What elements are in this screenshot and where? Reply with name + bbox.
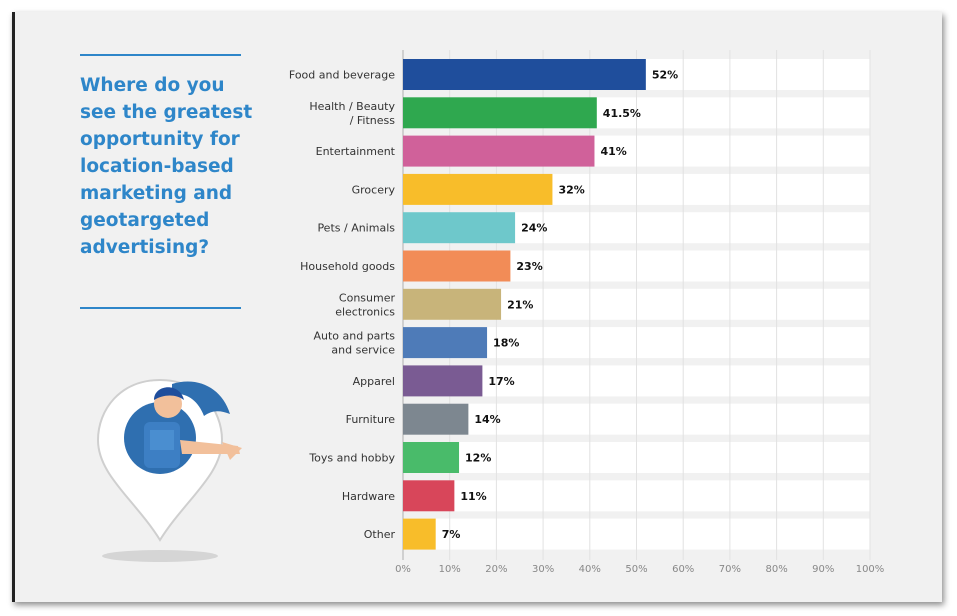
bar [403, 365, 483, 397]
x-tick-label: 20% [485, 564, 507, 575]
bar-value-label: 21% [507, 298, 533, 311]
category-label: Consumer electronics [335, 291, 395, 318]
x-tick-label: 0% [395, 564, 411, 575]
category-label: Household goods [300, 260, 395, 273]
map-pin-woman-icon [96, 378, 242, 562]
bar-value-label: 41% [600, 145, 626, 158]
title-bottom-rule [80, 307, 241, 309]
x-tick-label: 90% [812, 564, 834, 575]
x-tick-label: 50% [625, 564, 647, 575]
category-label: Hardware [342, 490, 395, 503]
bar-value-label: 41.5% [603, 107, 641, 120]
x-tick-label: 100% [856, 564, 885, 575]
bar-value-label: 17% [488, 375, 514, 388]
category-label: Auto and parts and service [313, 330, 395, 357]
chart-title: Where do you see the greatest opportunit… [80, 75, 253, 258]
title-top-rule [80, 54, 241, 56]
x-tick-label: 40% [579, 564, 601, 575]
category-label: Grocery [352, 183, 396, 196]
x-tick-label: 30% [532, 564, 554, 575]
bar [403, 173, 553, 205]
bar-value-label: 7% [442, 528, 461, 541]
bar [403, 59, 646, 90]
bar-value-label: 12% [465, 452, 491, 465]
x-tick-label: 70% [719, 564, 741, 575]
x-tick-label: 60% [672, 564, 694, 575]
category-label: Health / Beauty / Fitness [309, 100, 395, 127]
bar-value-label: 24% [521, 222, 547, 235]
category-label: Other [364, 528, 396, 541]
bar [403, 212, 516, 244]
bar [403, 250, 511, 282]
bar [403, 288, 502, 320]
category-label: Pets / Animals [317, 222, 395, 235]
bar-value-label: 32% [558, 183, 584, 196]
x-tick-label: 10% [439, 564, 461, 575]
card-edge-line [12, 12, 15, 602]
bar [403, 442, 460, 473]
x-tick-label: 80% [765, 564, 787, 575]
bar [403, 135, 595, 167]
category-label: Apparel [353, 375, 395, 388]
bar [403, 518, 436, 550]
category-label: Furniture [346, 413, 396, 426]
bar-value-label: 23% [516, 260, 542, 273]
bar [403, 97, 597, 129]
bar-value-label: 18% [493, 337, 519, 350]
bar [403, 403, 469, 435]
bar-value-label: 11% [460, 490, 486, 503]
bar [403, 327, 488, 359]
bar-value-label: 52% [652, 69, 678, 82]
bar-value-label: 14% [474, 413, 500, 426]
category-label: Food and beverage [289, 69, 395, 82]
bar [403, 480, 455, 512]
category-label: Entertainment [316, 145, 396, 158]
category-label: Toys and hobby [308, 452, 395, 465]
